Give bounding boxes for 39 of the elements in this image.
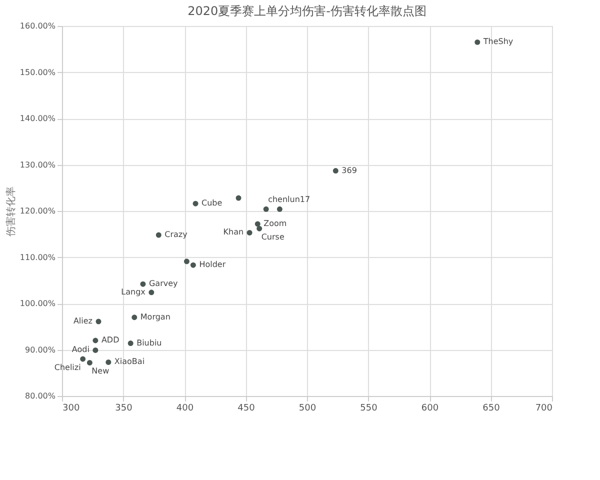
- y-tick-label: 140.00%: [20, 114, 56, 123]
- annotation: ADD: [101, 336, 120, 344]
- annotation: Garvey: [148, 279, 178, 288]
- x-tick-label: 650: [482, 404, 500, 414]
- x-tick-label: 500: [298, 404, 316, 414]
- y-tick-label: 120.00%: [20, 206, 56, 216]
- annotation: Khan: [223, 228, 244, 237]
- annotation: Crazy: [164, 230, 188, 240]
- y-tick-label: 110.00%: [20, 252, 56, 262]
- annotation: TheShy: [482, 37, 514, 46]
- annotation: New: [92, 366, 110, 376]
- annotation: XiaoBai: [114, 357, 145, 366]
- annotation: Cube: [202, 198, 222, 208]
- y-tick-label: 130.00%: [20, 160, 56, 170]
- y-tick-label: 160.00%: [20, 22, 56, 30]
- chart-title: 2020夏季赛上单分均伤害-伤害转化率散点图: [188, 4, 426, 18]
- x-tick-label: 550: [360, 404, 378, 414]
- annotation: Biubiu: [136, 338, 162, 348]
- x-tick-label: 450: [238, 404, 256, 414]
- annotation: Langx: [121, 287, 146, 296]
- annotation: Aodi: [72, 345, 90, 354]
- y-axis-title: 伤害转化率: [4, 186, 17, 236]
- annotation: Morgan: [140, 312, 170, 322]
- x-tick-label: 300: [62, 404, 80, 414]
- y-tick-label: 90.00%: [24, 345, 56, 354]
- x-tick-label: 400: [176, 404, 194, 414]
- annotation: 369: [342, 166, 357, 175]
- annotation: Zoom: [264, 218, 287, 228]
- annotation: chenlun17: [268, 195, 310, 204]
- annotation: Chelizi: [54, 363, 81, 372]
- x-tick-label: 600: [421, 404, 439, 414]
- x-tick-label: 350: [115, 404, 133, 414]
- y-tick-label: 100.00%: [20, 299, 56, 308]
- x-tick-label: 700: [535, 404, 553, 414]
- y-tick-label: 80.00%: [24, 392, 56, 400]
- y-tick-label: 150.00%: [20, 68, 56, 77]
- annotation: Curse: [261, 232, 284, 242]
- annotation: Holder: [199, 260, 226, 270]
- annotation: Aliez: [73, 316, 93, 326]
